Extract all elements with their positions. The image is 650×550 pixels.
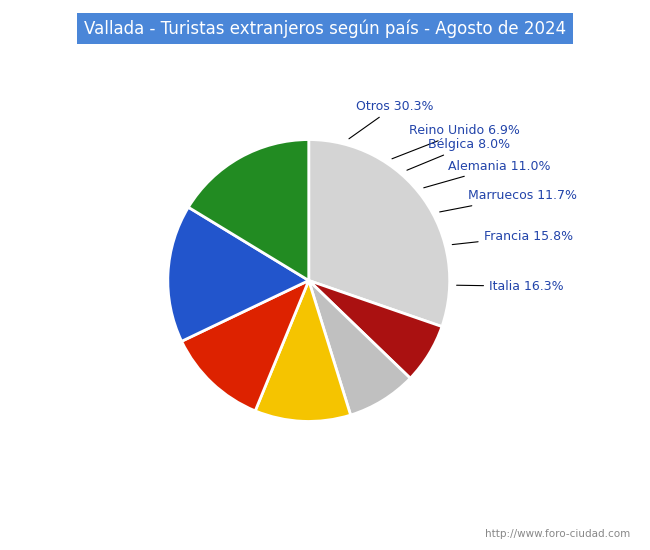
Text: Marruecos 11.7%: Marruecos 11.7% xyxy=(439,189,577,212)
Wedge shape xyxy=(309,280,410,415)
Wedge shape xyxy=(188,140,309,280)
Wedge shape xyxy=(181,280,309,411)
Text: Reino Unido 6.9%: Reino Unido 6.9% xyxy=(392,124,520,159)
Text: Francia 15.8%: Francia 15.8% xyxy=(452,230,573,245)
Wedge shape xyxy=(309,280,442,378)
Wedge shape xyxy=(168,207,309,342)
Text: Vallada - Turistas extranjeros según país - Agosto de 2024: Vallada - Turistas extranjeros según paí… xyxy=(84,19,566,38)
Text: Italia 16.3%: Italia 16.3% xyxy=(456,280,564,293)
Text: Otros 30.3%: Otros 30.3% xyxy=(349,100,434,139)
Text: Bélgica 8.0%: Bélgica 8.0% xyxy=(407,138,510,170)
Wedge shape xyxy=(255,280,350,421)
Text: Alemania 11.0%: Alemania 11.0% xyxy=(424,160,551,188)
Text: http://www.foro-ciudad.com: http://www.foro-ciudad.com xyxy=(486,529,630,539)
Wedge shape xyxy=(309,140,450,327)
